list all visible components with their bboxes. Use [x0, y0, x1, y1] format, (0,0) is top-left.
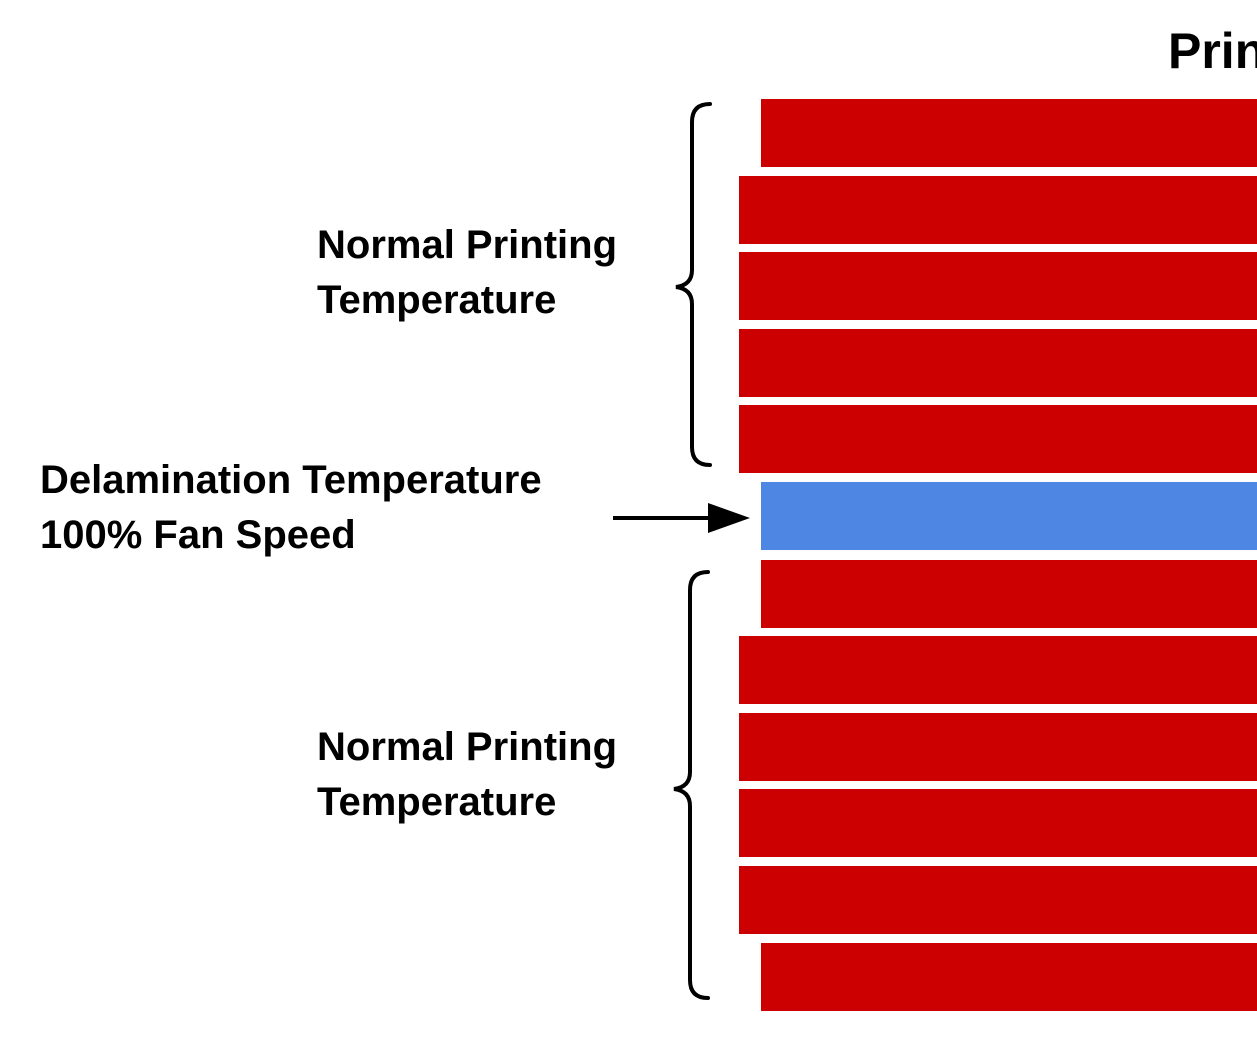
- top-group-label-line2: Temperature: [317, 278, 557, 322]
- print-layer: [739, 713, 1257, 781]
- top-group-label-line1: Normal Printing: [317, 223, 618, 267]
- print-layer: [739, 252, 1257, 320]
- print-layer: [739, 405, 1257, 473]
- print-layer: [739, 329, 1257, 397]
- bottom-group-label: Normal Printing Temperature: [317, 720, 617, 830]
- diagram-title: Prin: [1168, 23, 1257, 79]
- delamination-label-line2: 100% Fan Speed: [40, 513, 356, 557]
- print-layer: [739, 789, 1257, 857]
- delamination-label: Delamination Temperature 100% Fan Speed: [40, 453, 542, 563]
- print-layer: [739, 176, 1257, 244]
- arrow-head-icon: [708, 503, 750, 533]
- delamination-label-line1: Delamination Temperature: [40, 458, 542, 502]
- print-layer: [761, 99, 1257, 167]
- delamination-layer: [761, 482, 1257, 550]
- top-brace-icon: [675, 102, 712, 467]
- print-layer: [739, 636, 1257, 704]
- print-layer: [761, 943, 1257, 1011]
- top-group-label: Normal Printing Temperature: [317, 218, 617, 328]
- bottom-brace-icon: [673, 570, 710, 1000]
- print-layer: [739, 866, 1257, 934]
- bottom-group-label-line2: Temperature: [317, 780, 557, 824]
- print-layer: [761, 560, 1257, 628]
- bottom-group-label-line1: Normal Printing: [317, 725, 618, 769]
